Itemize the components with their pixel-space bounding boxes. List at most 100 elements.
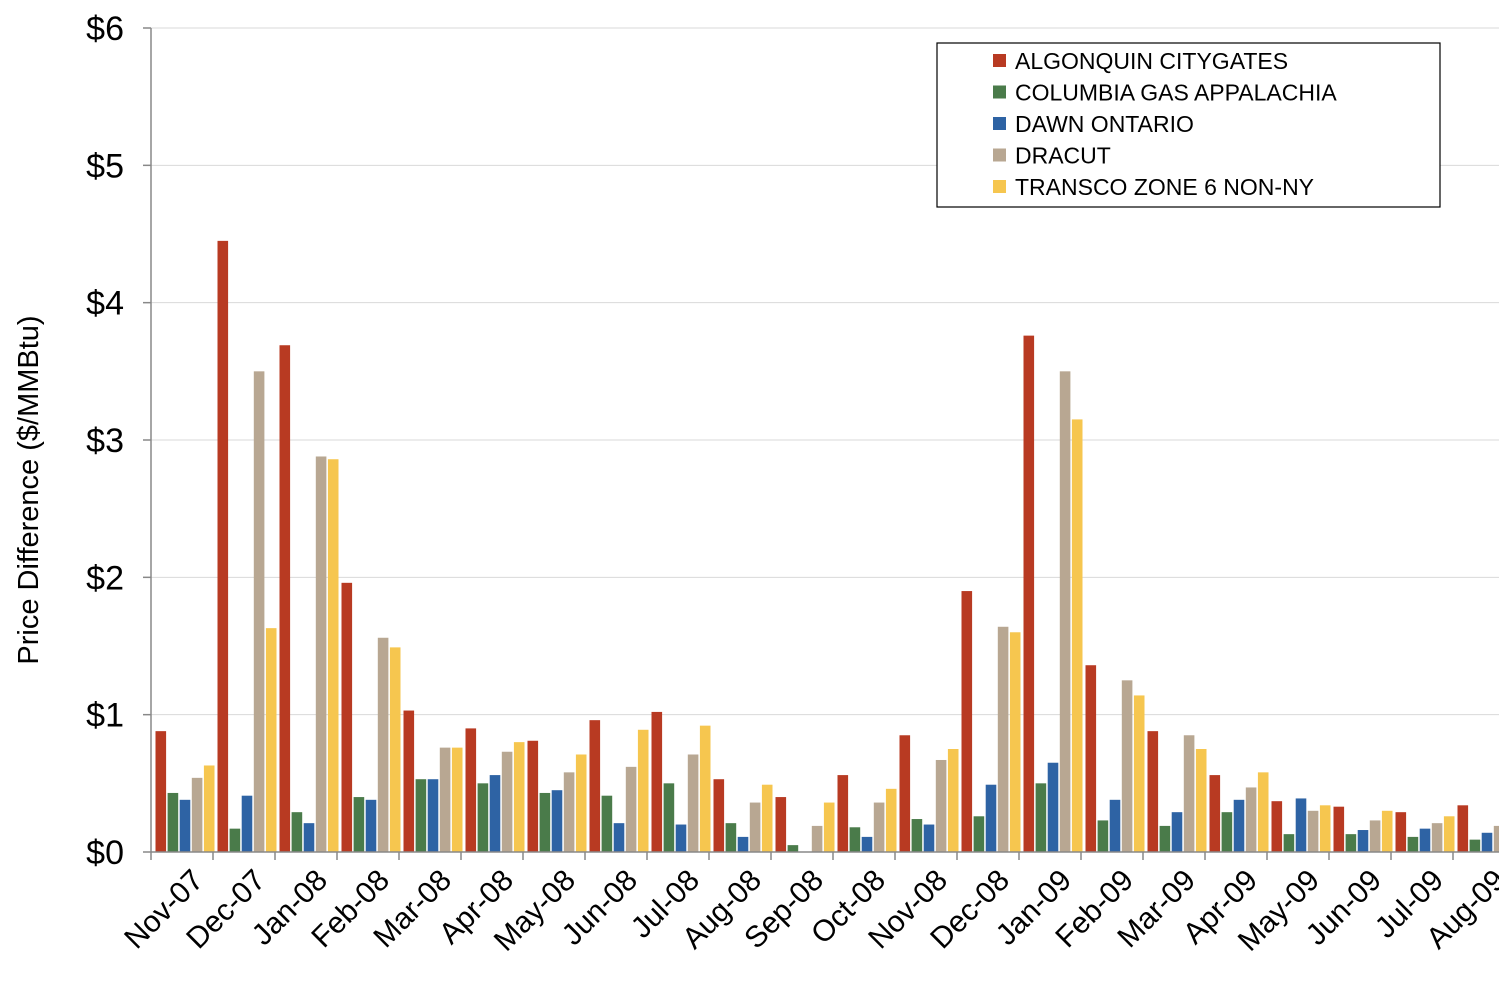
bar (1481, 832, 1493, 852)
bar (1381, 810, 1393, 852)
bar (787, 845, 799, 852)
bar (985, 784, 997, 852)
bar (1109, 799, 1121, 852)
bar (563, 772, 575, 852)
bar (1419, 828, 1431, 852)
bar (761, 784, 773, 852)
bar (217, 240, 229, 852)
bar (1457, 805, 1469, 852)
bar (1283, 834, 1295, 852)
bar (253, 371, 265, 852)
y-tick-label: $2 (86, 559, 124, 597)
gridlines (151, 27, 1499, 716)
bar (389, 647, 401, 852)
bar (1431, 823, 1443, 852)
bar (935, 759, 947, 852)
bar (713, 779, 725, 852)
y-tick-label: $3 (86, 422, 124, 460)
bar (1233, 799, 1245, 852)
y-axis-title: Price Difference ($/MMBtu) (13, 315, 45, 664)
bars (155, 240, 1499, 852)
bar (613, 823, 625, 852)
bar (1271, 801, 1283, 852)
bar (265, 628, 277, 852)
bar (155, 731, 167, 852)
bar (501, 751, 513, 852)
bar (861, 836, 873, 852)
bar (1357, 830, 1369, 852)
bar (823, 802, 835, 852)
legend-box (936, 42, 1441, 208)
bar (303, 823, 315, 852)
bar (279, 345, 291, 852)
bar (973, 816, 985, 852)
bar (725, 823, 737, 852)
bar (1493, 825, 1499, 852)
bar (899, 735, 911, 852)
bar (477, 783, 489, 852)
bar (837, 775, 849, 852)
bar (353, 797, 365, 852)
bar (687, 754, 699, 852)
bar (327, 459, 339, 852)
bar (911, 819, 923, 852)
bar (489, 775, 501, 852)
bar (179, 799, 191, 852)
bar (1307, 810, 1319, 852)
bar (1097, 820, 1109, 852)
bar (229, 828, 241, 852)
bar (873, 802, 885, 852)
y-tick-label: $4 (86, 285, 124, 323)
bar (1085, 665, 1097, 852)
bar (651, 711, 663, 852)
bar (749, 802, 761, 852)
bar (1171, 812, 1183, 852)
bar (1257, 772, 1269, 852)
bar (465, 728, 477, 852)
bar (1071, 419, 1083, 852)
bar (1395, 812, 1407, 852)
bar (513, 742, 525, 852)
bar (291, 812, 303, 852)
bar (1147, 731, 1159, 852)
bar (203, 765, 215, 852)
bar (625, 766, 637, 852)
y-tick-label: $1 (86, 697, 124, 735)
bar (1121, 680, 1133, 852)
bar (997, 626, 1009, 852)
bar (1133, 695, 1145, 852)
y-tick-label: $0 (86, 834, 124, 872)
bar (167, 792, 179, 852)
bar (1407, 836, 1419, 852)
legend-label: ALGONQUIN CITYGATES (1015, 48, 1288, 74)
bar (1443, 816, 1455, 852)
bar (663, 783, 675, 852)
bar (1319, 805, 1331, 852)
bar (415, 779, 427, 852)
x-ticks: Nov-07Dec-07Jan-08Feb-08Mar-08Apr-08May-… (118, 852, 1499, 958)
bar (315, 456, 327, 852)
bar (811, 825, 823, 852)
bar (551, 790, 563, 852)
bar (1209, 775, 1221, 852)
bar (1183, 735, 1195, 852)
bar (365, 799, 377, 852)
bar (1345, 834, 1357, 852)
bar (961, 591, 973, 852)
bar (589, 720, 601, 852)
bar (1333, 806, 1345, 852)
bar (439, 747, 451, 852)
bar (923, 824, 935, 852)
bar (1059, 371, 1071, 852)
bar (451, 747, 463, 852)
bar (1195, 749, 1207, 852)
bar (775, 797, 787, 852)
bar (675, 824, 687, 852)
bar (699, 725, 711, 852)
bar (527, 740, 539, 852)
legend-swatch (993, 117, 1006, 130)
bar (1159, 825, 1171, 852)
legend-label: TRANSCO ZONE 6 NON-NY (1015, 174, 1314, 200)
legend: ALGONQUIN CITYGATES COLUMBIA GAS APPALACH… (936, 42, 1441, 208)
